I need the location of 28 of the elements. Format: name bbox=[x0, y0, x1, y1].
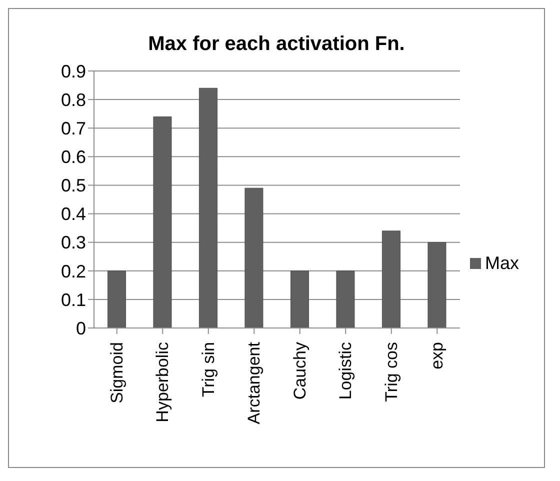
y-tick-label: 0.3 bbox=[60, 232, 86, 253]
y-tick-label: 0.6 bbox=[60, 147, 86, 168]
bar bbox=[153, 116, 172, 328]
x-tick-label: Logistic bbox=[336, 342, 356, 400]
y-tick-label: 0.4 bbox=[60, 204, 86, 224]
bar bbox=[107, 270, 126, 328]
bar bbox=[244, 188, 264, 328]
bar bbox=[382, 230, 400, 328]
bar bbox=[290, 270, 309, 328]
y-tick-label: 0.7 bbox=[60, 118, 86, 138]
x-tick-label: Trig sin bbox=[198, 342, 218, 398]
y-tick-label: 0.5 bbox=[60, 176, 86, 196]
y-tick-label: 0.1 bbox=[60, 290, 86, 310]
y-tick-label: 0.8 bbox=[60, 90, 86, 110]
y-tick-label: 0.2 bbox=[60, 261, 86, 282]
x-tick-label: Trig cos bbox=[382, 342, 401, 402]
bar bbox=[336, 270, 355, 328]
x-tick-label: Hyperbolic bbox=[153, 342, 172, 422]
y-tick-label: 0.9 bbox=[60, 61, 86, 82]
y-tick-label: 0 bbox=[76, 318, 86, 338]
x-tick-label: exp bbox=[428, 342, 447, 370]
bar bbox=[198, 88, 218, 328]
legend-label: Max bbox=[484, 252, 519, 272]
x-tick-label: Sigmoid bbox=[107, 342, 126, 404]
x-tick-label: Cauchy bbox=[290, 342, 310, 400]
x-tick-label: Arctangent bbox=[244, 342, 264, 424]
chart-title: Max for each activation Fn. bbox=[147, 32, 406, 57]
bar bbox=[428, 242, 446, 328]
